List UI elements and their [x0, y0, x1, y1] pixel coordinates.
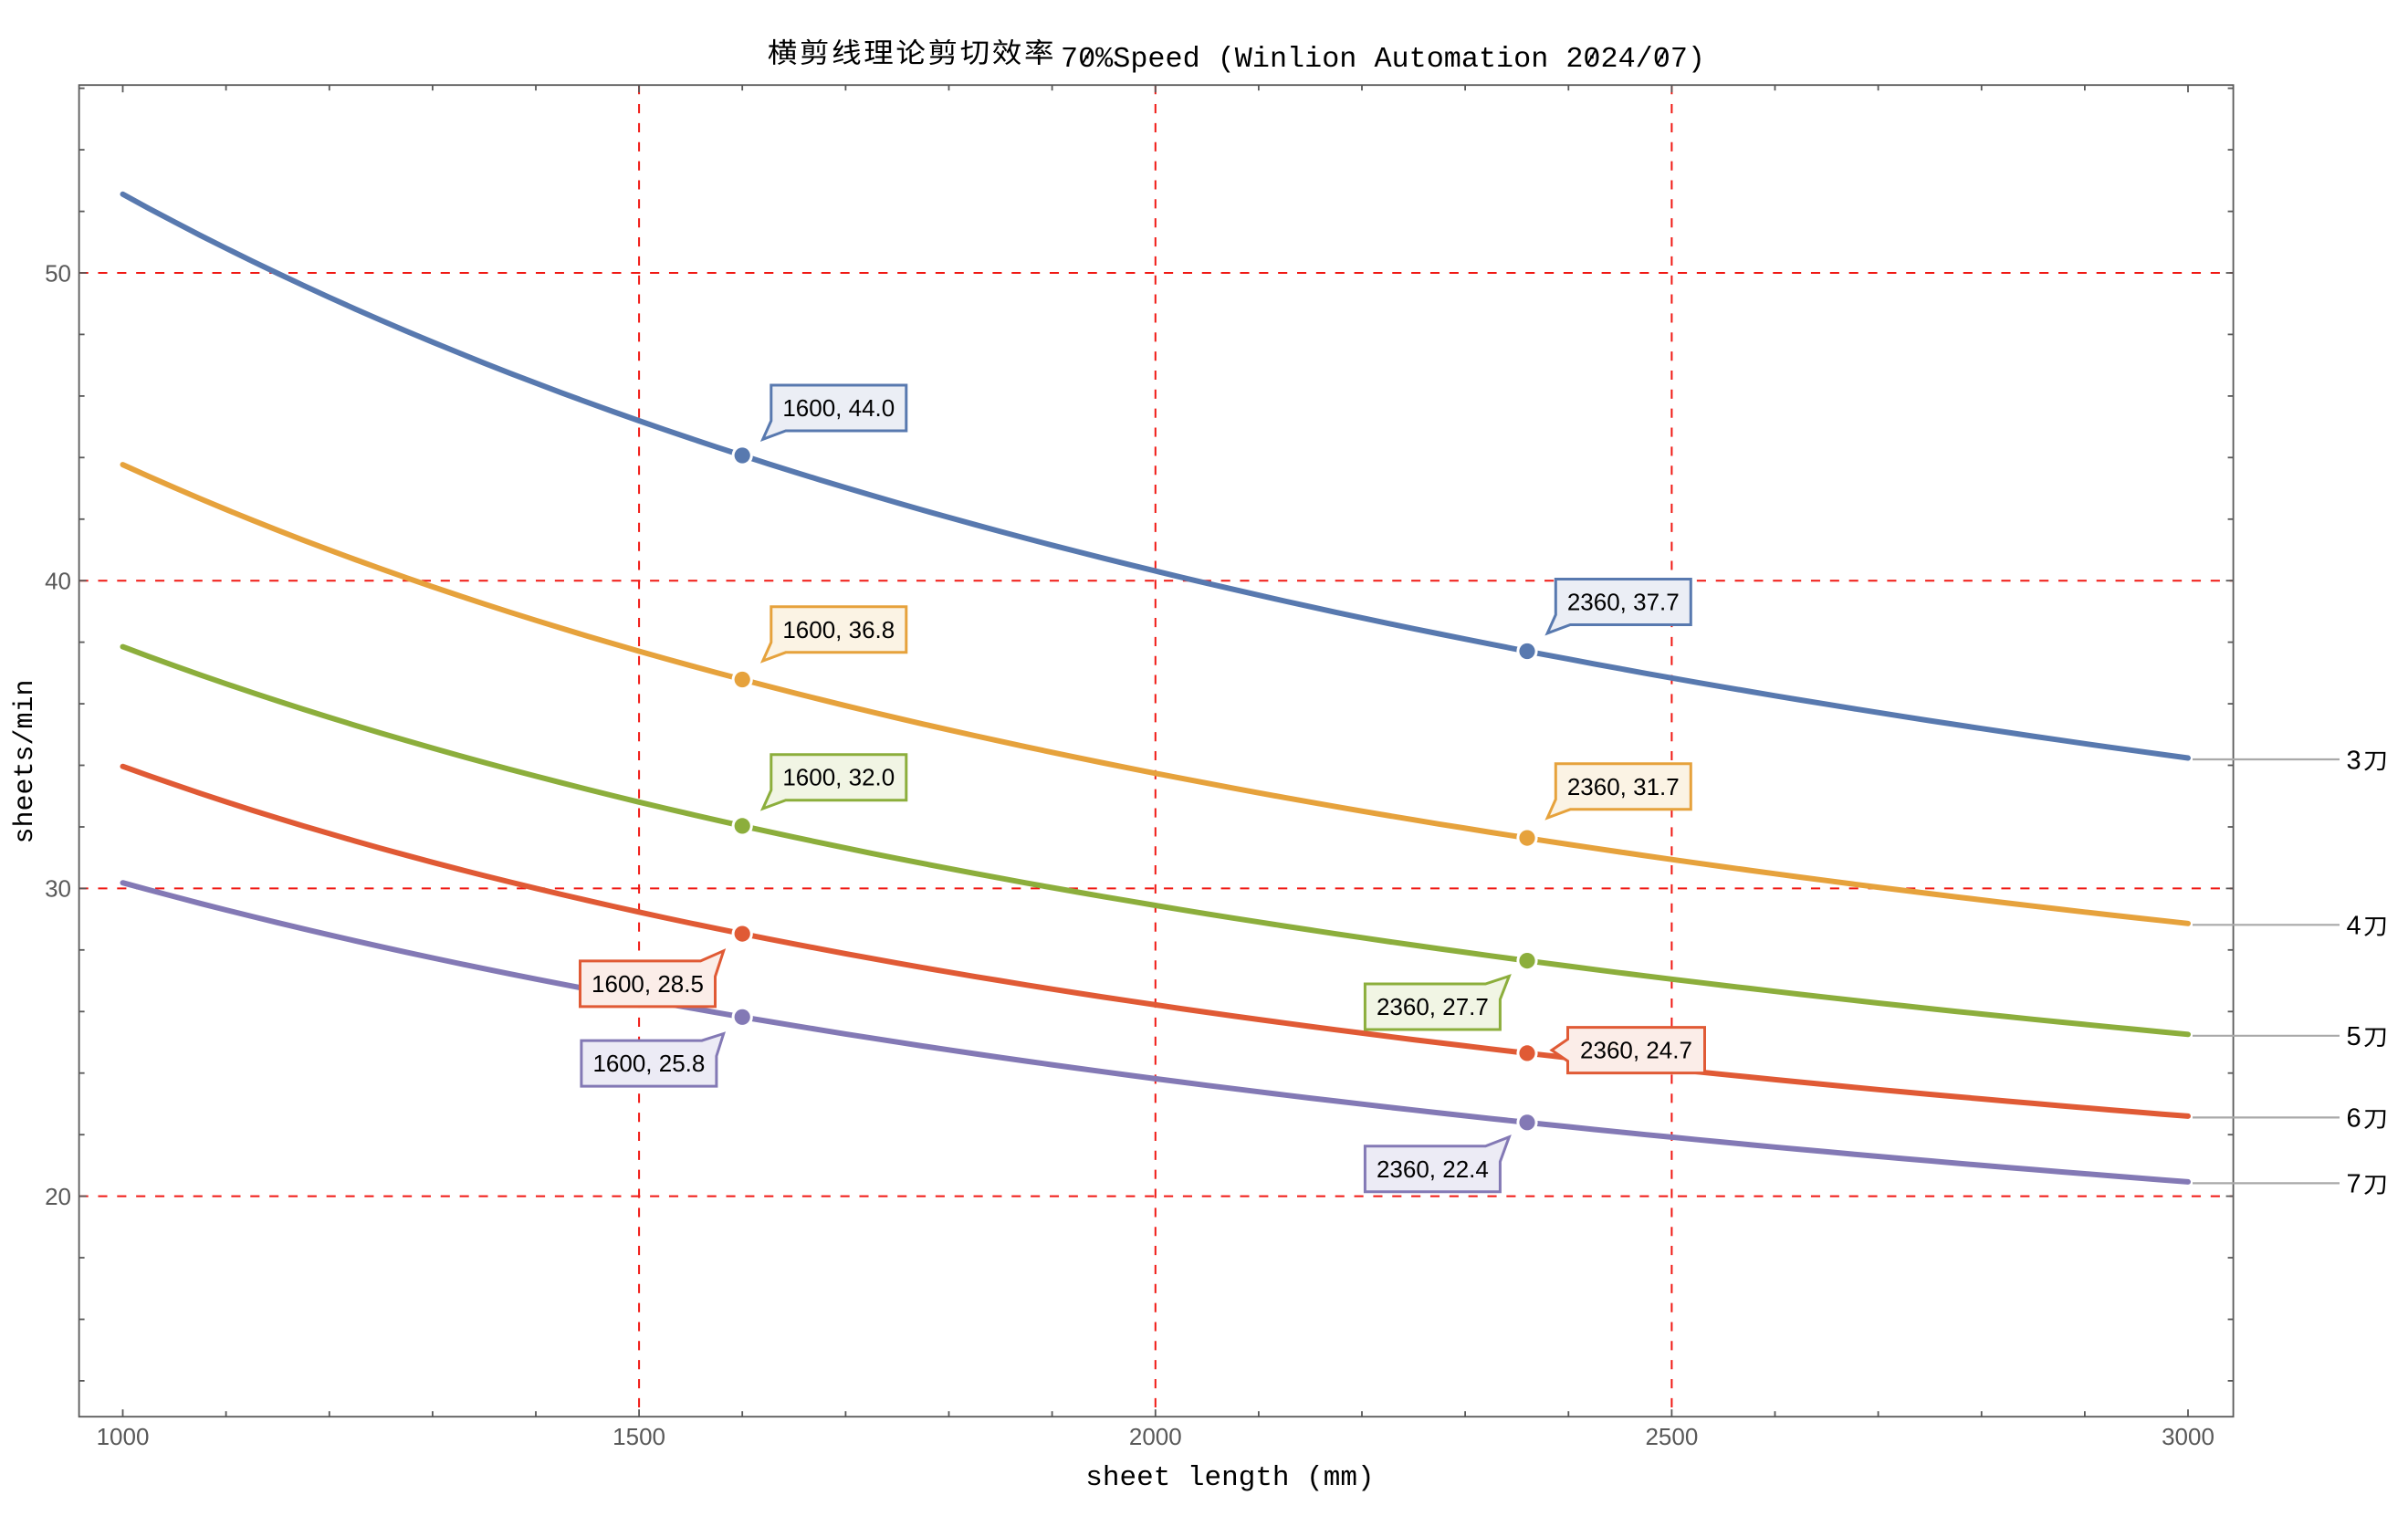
svg-text:2360, 22.4: 2360, 22.4 — [1377, 1155, 1489, 1183]
svg-text:4: 4 — [2347, 912, 2361, 941]
svg-text:5: 5 — [2347, 1022, 2361, 1051]
svg-text:2360, 27.7: 2360, 27.7 — [1377, 993, 1489, 1020]
svg-text:3: 3 — [2347, 746, 2361, 775]
svg-text:3000: 3000 — [2162, 1423, 2214, 1450]
svg-text:70%Speed (Winlion Automation 2: 70%Speed (Winlion Automation 2024/07) — [1061, 43, 1705, 76]
svg-text:20: 20 — [45, 1183, 71, 1210]
svg-text:2500: 2500 — [1645, 1423, 1698, 1450]
svg-text:1600, 25.8: 1600, 25.8 — [592, 1050, 705, 1077]
svg-text:sheet length (mm): sheet length (mm) — [1085, 1462, 1374, 1494]
svg-text:1500: 1500 — [612, 1423, 665, 1450]
svg-text:7: 7 — [2347, 1170, 2361, 1199]
svg-text:30: 30 — [45, 875, 71, 903]
svg-text:50: 50 — [45, 259, 71, 287]
svg-text:1600, 44.0: 1600, 44.0 — [782, 394, 895, 422]
svg-text:6: 6 — [2347, 1104, 2361, 1134]
svg-text:1600, 36.8: 1600, 36.8 — [782, 616, 895, 643]
svg-text:1600, 32.0: 1600, 32.0 — [782, 764, 895, 791]
svg-text:1000: 1000 — [97, 1423, 150, 1450]
svg-text:sheets/min: sheets/min — [10, 679, 41, 843]
svg-text:2360, 37.7: 2360, 37.7 — [1567, 589, 1680, 616]
svg-text:2000: 2000 — [1129, 1423, 1182, 1450]
svg-text:1600, 28.5: 1600, 28.5 — [592, 970, 704, 998]
svg-text:2360, 24.7: 2360, 24.7 — [1580, 1037, 1692, 1064]
svg-text:2360, 31.7: 2360, 31.7 — [1567, 773, 1680, 800]
svg-text:40: 40 — [45, 568, 71, 595]
